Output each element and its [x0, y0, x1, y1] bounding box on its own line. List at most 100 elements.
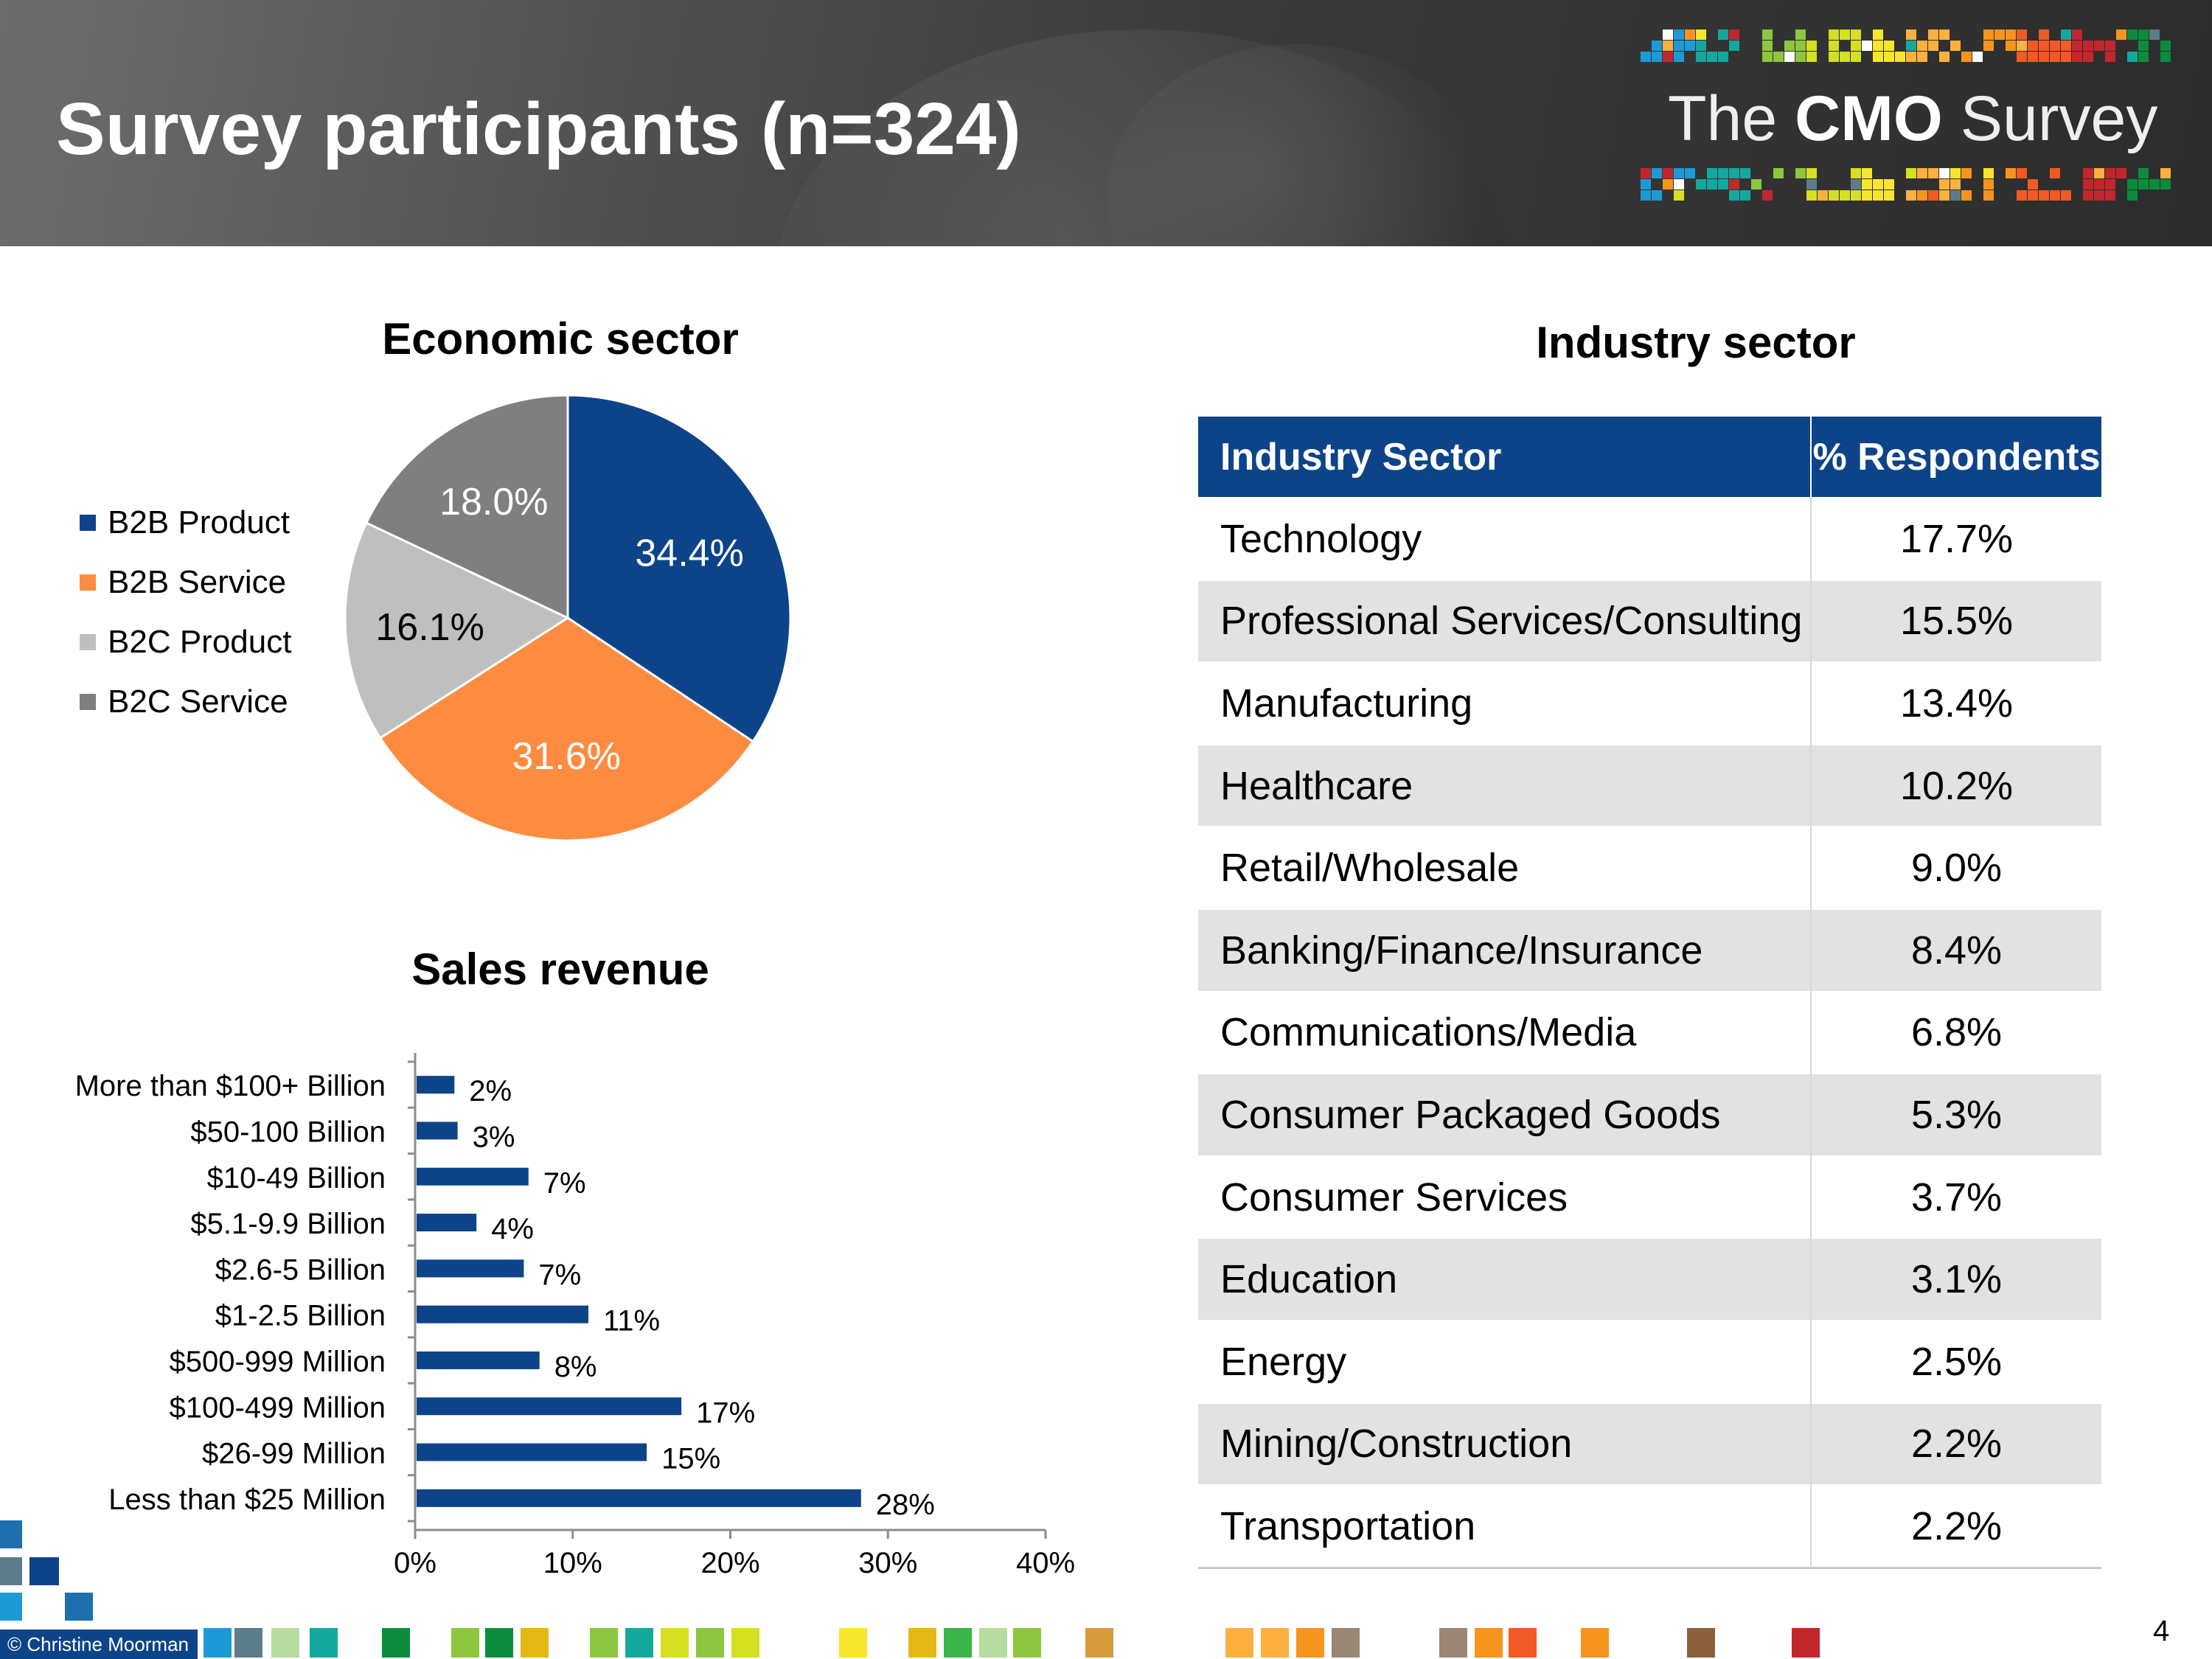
logo-pixel [1696, 52, 1706, 62]
logo-pixel [1806, 190, 1817, 201]
percent-cell: 15.5% [1810, 579, 2101, 663]
header-banner: Survey participants (n=324) The CMO Surv… [0, 0, 2212, 246]
legend-swatch [80, 574, 96, 591]
logo-brand: CMO [1795, 83, 1943, 154]
percent-cell: 2.2% [1810, 1402, 2101, 1486]
footer-color-square [485, 1628, 513, 1658]
logo-pixel [2083, 168, 2093, 178]
logo-pixel [1751, 179, 1761, 189]
logo-pixel [2105, 52, 2115, 62]
logo-pixel [1685, 41, 1695, 51]
logo-pixel [1773, 168, 1784, 178]
industry-cell: Energy [1198, 1319, 1811, 1403]
logo-pixel [2061, 29, 2071, 40]
percent-cell: 2.2% [1810, 1484, 2101, 1569]
x-axis-tick-label: 40% [1016, 1547, 1075, 1578]
percent-cell: 3.7% [1810, 1155, 2101, 1239]
bar-data-label: 11% [603, 1305, 660, 1338]
column-header-industry: Industry Sector [1198, 417, 1811, 498]
percent-cell: 17.7% [1810, 497, 2101, 580]
logo-pixel [2105, 190, 2115, 201]
logo-pixel [2050, 190, 2060, 201]
legend-swatch [80, 693, 96, 710]
logo-pixel [2127, 52, 2138, 62]
logo-pixel [1806, 52, 1817, 62]
logo-pixel [1674, 190, 1684, 201]
logo-pixel [2039, 190, 2049, 201]
industry-cell: Manufacturing [1198, 661, 1811, 745]
logo-pixel [1685, 29, 1695, 40]
x-axis-tick-label: 0% [394, 1547, 437, 1578]
logo-pixel [1884, 190, 1894, 201]
logo-pixel [2039, 29, 2049, 40]
logo-pixel [1950, 190, 1961, 201]
industry-cell: Communications/Media [1198, 990, 1811, 1074]
logo-pixel [2028, 41, 2038, 51]
logo-pixel [1906, 29, 1916, 40]
logo-pixel [1641, 190, 1651, 201]
bar-data-label: 28% [876, 1489, 935, 1521]
footer-color-square [204, 1628, 232, 1658]
industry-cell: Professional Services/Consulting [1198, 579, 1811, 663]
logo-pixel [1895, 52, 1905, 62]
corner-square [29, 1557, 59, 1585]
footer-color-square [310, 1628, 338, 1658]
footer-color-square [696, 1628, 724, 1658]
footer-color-square [1261, 1628, 1289, 1658]
logo-pixel [1740, 190, 1750, 201]
bar-category-label: Less than $25 Million [108, 1484, 386, 1516]
table-row: Consumer Packaged Goods 5.3% [1198, 1073, 2101, 1156]
logo-pixel [1950, 41, 1961, 51]
legend-label: B2B Product [108, 504, 291, 540]
logo-pixel [2116, 29, 2126, 40]
logo-pixel [2006, 41, 2016, 51]
footer-color-square [1475, 1628, 1503, 1658]
cmo-survey-logo: The CMO Survey [1668, 83, 2157, 156]
table-row: Transportation 2.2% [1198, 1484, 2101, 1569]
bar-data-label: 7% [543, 1167, 586, 1200]
corner-square [0, 1520, 22, 1548]
logo-pixel [1773, 52, 1784, 62]
logo-pixel [1884, 41, 1894, 51]
logo-pixel [2138, 179, 2149, 189]
footer-color-square [625, 1628, 653, 1658]
corner-square [0, 1593, 22, 1621]
page-title: Survey participants (n=324) [56, 88, 1021, 170]
logo-pixel [2061, 41, 2071, 51]
logo-pixel [2094, 179, 2104, 189]
bar [417, 1305, 588, 1324]
logo-pixel [2160, 41, 2171, 51]
industry-sector-title: Industry sector [1536, 318, 1856, 367]
logo-pixel [2072, 29, 2082, 40]
logo-pixel [1674, 41, 1684, 51]
logo-pixel [1873, 29, 1883, 40]
footer-color-square [944, 1628, 972, 1658]
footer-color-square [1687, 1628, 1715, 1658]
logo-pixel [1851, 179, 1861, 189]
logo-pixel [1663, 52, 1673, 62]
pie-slice-b2c-product [344, 521, 571, 740]
footer-color-square [1439, 1628, 1467, 1658]
logo-pixel [1906, 168, 1916, 178]
bar-category-label: $100-499 Million [169, 1391, 386, 1424]
logo-pixel [2138, 41, 2149, 51]
legend-item-b2b-service: B2B Service [80, 552, 291, 612]
logo-pixel [1729, 41, 1739, 51]
economic-sector-title: Economic sector [382, 314, 739, 364]
logo-pixel [1674, 168, 1684, 178]
logo-pixel [1784, 52, 1795, 62]
page-number: 4 [2153, 1615, 2170, 1647]
logo-pixel [1729, 190, 1739, 201]
logo-pixel [2039, 52, 2049, 62]
footer-color-square [1225, 1628, 1253, 1658]
bar [417, 1076, 455, 1094]
logo-pixel [1652, 52, 1662, 62]
logo-pixel [2105, 179, 2115, 189]
logo-pixel [1917, 41, 1927, 51]
logo-pixel [1718, 29, 1728, 40]
logo-pixel [1851, 41, 1861, 51]
logo-pixel [1928, 41, 1938, 51]
logo-pixel [2149, 179, 2160, 189]
pie-data-label: 16.1% [375, 606, 484, 649]
footer-color-square [1332, 1628, 1360, 1658]
